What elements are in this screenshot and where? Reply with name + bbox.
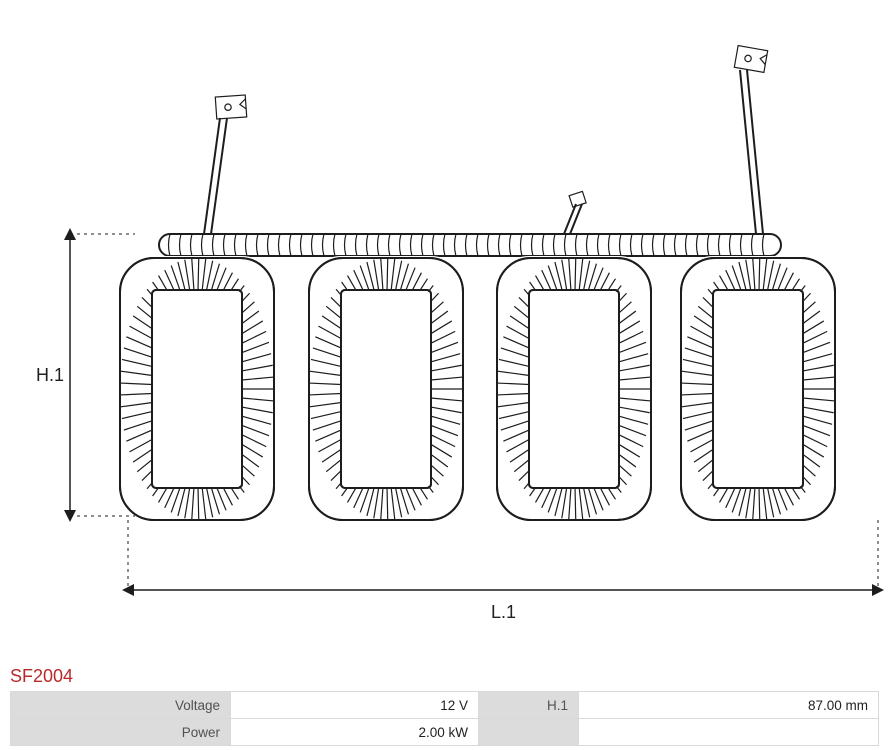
spec-value: 12 V [231,692,479,719]
spec-value: 87.00 mm [579,692,879,719]
spec-label: Power [11,719,231,746]
technical-diagram: H.1 L.1 [0,0,889,660]
spec-label: H.1 [479,692,579,719]
svg-text:L.1: L.1 [491,602,516,622]
spec-table: Voltage12 VH.187.00 mmPower2.00 kW [10,691,879,746]
spec-value [579,719,879,746]
table-row: Voltage12 VH.187.00 mm [11,692,879,719]
table-row: Power2.00 kW [11,719,879,746]
spec-label: Voltage [11,692,231,719]
svg-text:H.1: H.1 [36,365,64,385]
spec-value: 2.00 kW [231,719,479,746]
spec-label [479,719,579,746]
page: H.1L.1 SF2004 Voltage12 VH.187.00 mmPowe… [0,0,889,746]
part-id: SF2004 [0,660,889,691]
